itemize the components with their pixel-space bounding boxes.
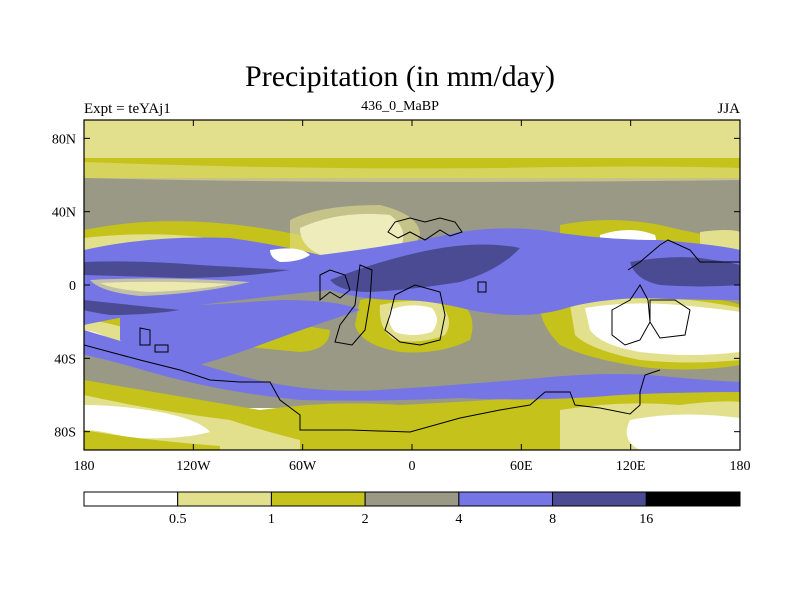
y-tick-label: 80S: [54, 426, 76, 441]
colorbar-box: [645, 491, 741, 507]
itcz-dark-blue-pacific: [84, 261, 290, 278]
y-tick-label: 40N: [52, 206, 76, 221]
x-tick-label: 180: [730, 459, 751, 474]
x-tick-label: 60W: [289, 459, 317, 474]
spcz-light-blue: [120, 300, 360, 370]
colorbar-label: 16: [639, 512, 653, 527]
x-tick-label: 60E: [510, 459, 533, 474]
nh-yellow-band: [84, 162, 740, 182]
south-olive-patch: [84, 430, 220, 450]
time-label: 436_0_MaBP: [361, 99, 439, 114]
colorbar-box: [552, 491, 647, 507]
x-tick-label: 0: [409, 459, 416, 474]
colorbar-box: [458, 491, 554, 507]
colorbar-label: 1: [268, 512, 275, 527]
band-north-polar: [84, 120, 740, 160]
x-tick-label: 120W: [176, 459, 211, 474]
experiment-label: Expt = teYAj1: [84, 101, 171, 117]
x-tick-label: 180: [74, 459, 95, 474]
dark-blue-sliver-pacific: [84, 300, 180, 315]
colorbar-box: [177, 491, 272, 507]
season-label: JJA: [717, 101, 740, 117]
y-tick-label: 0: [69, 279, 76, 294]
x-tick-label: 120E: [616, 459, 646, 474]
y-tick-label: 80N: [52, 132, 76, 147]
southtrop-white-indian: [585, 303, 740, 355]
coastlines: [84, 217, 740, 433]
colorbar-box: [364, 491, 460, 507]
dark-blue-indonesia: [630, 257, 740, 287]
colorbar-label: 0.5: [169, 512, 187, 527]
colorbar: 0.5 1 2 4 8 16: [83, 491, 741, 527]
colorbar-label: 2: [362, 512, 369, 527]
precipitation-field: [84, 120, 740, 450]
south-white-east: [626, 414, 740, 450]
axis-ticks: 180 120W 60W 0 60E 120E 180 80N 40N 0 40S 80S: [52, 120, 751, 474]
colorbar-label: 8: [549, 512, 556, 527]
plot-title: Precipitation (in mm/day): [245, 60, 555, 93]
colorbar-label: 4: [455, 512, 462, 527]
y-tick-label: 40S: [54, 352, 76, 367]
south-white-west: [84, 405, 210, 439]
colorbar-box: [270, 491, 366, 507]
yellow-strip-pacific: [90, 278, 250, 296]
colorbar-box: [83, 491, 179, 507]
itcz-dark-blue-atlantic: [330, 244, 520, 292]
southtrop-white-atlantic: [388, 305, 437, 335]
nh-white-america: [270, 248, 310, 262]
southern-storm-light-blue: [84, 330, 740, 401]
